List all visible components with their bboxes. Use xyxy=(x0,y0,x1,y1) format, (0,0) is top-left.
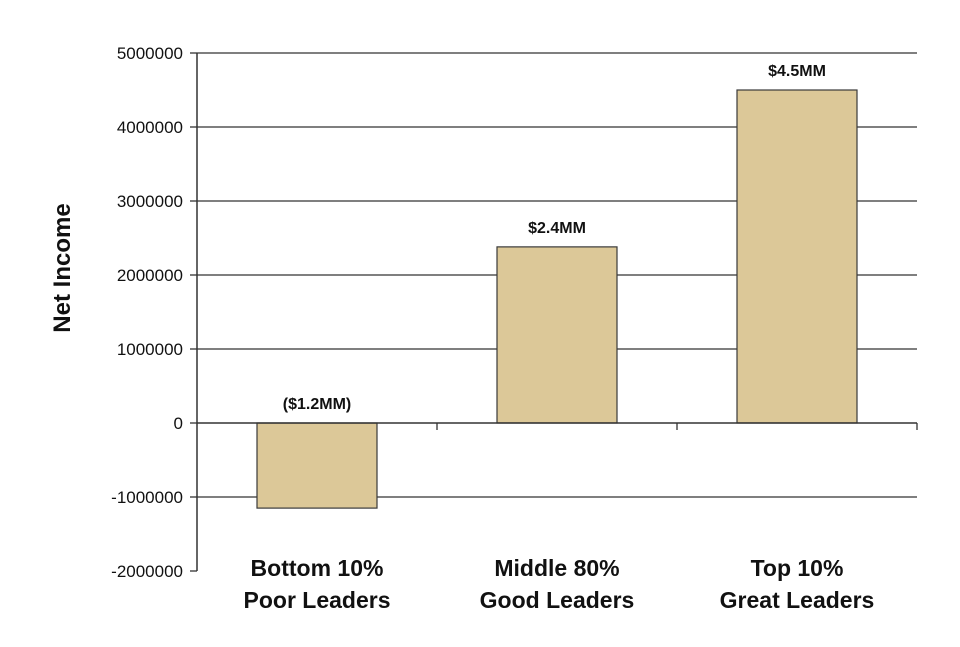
y-tick-label: 2000000 xyxy=(117,266,183,285)
data-label: $4.5MM xyxy=(768,63,826,80)
x-category-label-line: Poor Leaders xyxy=(244,587,391,613)
y-tick-label: 4000000 xyxy=(117,118,183,137)
labels: 5000000 4000000 3000000 2000000 1000000 0 -100… xyxy=(111,44,874,613)
data-label: ($1.2MM) xyxy=(283,396,351,413)
axes xyxy=(190,52,918,572)
x-category-label: Bottom 10% Poor Leaders xyxy=(244,555,391,613)
y-tick-label: -1000000 xyxy=(111,488,183,507)
bars xyxy=(256,89,858,509)
x-category-label-line: Great Leaders xyxy=(720,587,875,613)
y-tick-label: -2000000 xyxy=(111,562,183,581)
y-axis-label: Net Income xyxy=(49,203,76,332)
y-tick-label: 5000000 xyxy=(117,44,183,63)
bar-2 xyxy=(496,246,618,424)
y-tick-label: 3000000 xyxy=(117,192,183,211)
bar-3 xyxy=(736,89,858,424)
x-category-label: Top 10% Great Leaders xyxy=(720,555,875,613)
data-label: $2.4MM xyxy=(528,220,586,237)
x-category-label: Middle 80% Good Leaders xyxy=(480,555,635,613)
x-category-label-line: Middle 80% xyxy=(494,555,619,581)
bar-1 xyxy=(256,422,378,509)
y-tick-label: 1000000 xyxy=(117,340,183,359)
x-category-label-line: Top 10% xyxy=(751,555,844,581)
y-tick-label: 0 xyxy=(174,414,183,433)
x-category-label-line: Bottom 10% xyxy=(251,555,384,581)
x-category-label-line: Good Leaders xyxy=(480,587,635,613)
